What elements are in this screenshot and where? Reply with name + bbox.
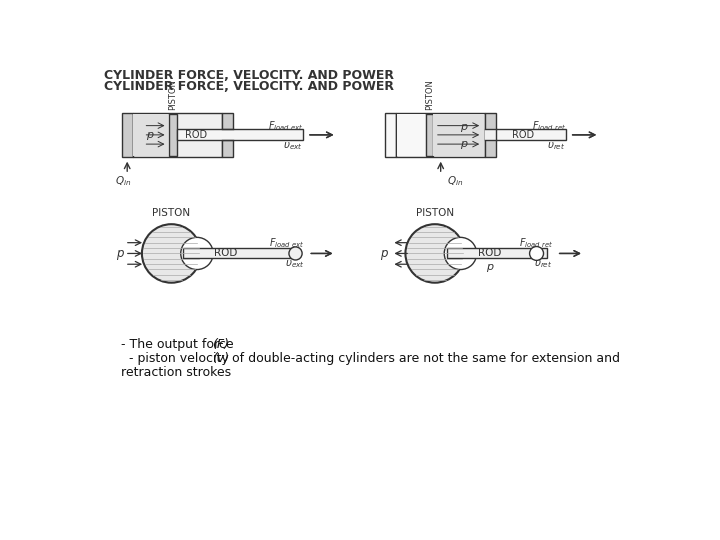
Circle shape — [405, 224, 464, 283]
Text: $\upsilon_{ret}$: $\upsilon_{ret}$ — [534, 258, 553, 270]
Text: $F_{load\ ext}$: $F_{load\ ext}$ — [268, 119, 303, 132]
Bar — [396, 112, 485, 157]
Text: CYLINDER FORCE, VELOCITY. AND POWER: CYLINDER FORCE, VELOCITY. AND POWER — [104, 70, 394, 83]
Circle shape — [444, 238, 477, 269]
Text: of double-acting cylinders are not the same for extension and: of double-acting cylinders are not the s… — [228, 352, 620, 365]
Bar — [222, 112, 233, 157]
Text: p: p — [117, 247, 124, 260]
Text: PISTON: PISTON — [153, 208, 190, 218]
Text: $Q_{in}$: $Q_{in}$ — [447, 174, 463, 188]
Bar — [132, 112, 222, 157]
Bar — [122, 112, 132, 157]
Text: ROD: ROD — [186, 130, 207, 140]
Text: ROD: ROD — [512, 130, 534, 140]
Circle shape — [289, 247, 302, 260]
Text: ROD: ROD — [477, 248, 501, 259]
Text: PISTON: PISTON — [416, 208, 454, 218]
Bar — [426, 114, 433, 156]
Text: p: p — [459, 122, 467, 132]
Circle shape — [142, 224, 201, 283]
Bar — [446, 248, 547, 259]
Circle shape — [530, 247, 544, 260]
Text: $F_{load\ ret}$: $F_{load\ ret}$ — [531, 119, 566, 132]
Bar — [496, 130, 566, 140]
Text: (F): (F) — [212, 338, 230, 351]
Bar — [177, 130, 303, 140]
Text: p: p — [146, 130, 153, 140]
Bar — [397, 114, 425, 156]
Text: PISTON: PISTON — [425, 79, 434, 110]
Text: p: p — [459, 139, 467, 149]
Bar — [183, 248, 295, 259]
Text: PISTON: PISTON — [168, 79, 177, 110]
Text: $\upsilon_{ext}$: $\upsilon_{ext}$ — [283, 140, 303, 152]
Text: $\upsilon_{ret}$: $\upsilon_{ret}$ — [547, 140, 566, 152]
Text: CYLINDER FORCE, VELOCITY. AND POWER: CYLINDER FORCE, VELOCITY. AND POWER — [104, 80, 394, 93]
Text: p: p — [486, 262, 493, 272]
Text: ROD: ROD — [214, 248, 238, 259]
Text: $F_{load\ ret}$: $F_{load\ ret}$ — [518, 237, 553, 251]
Bar — [169, 114, 177, 156]
Text: $F_{load\ ext}$: $F_{load\ ext}$ — [269, 237, 305, 251]
Text: (v): (v) — [212, 352, 229, 365]
Text: p: p — [380, 247, 387, 260]
Bar — [485, 112, 496, 157]
Bar — [133, 114, 168, 156]
Text: retraction strokes: retraction strokes — [121, 366, 231, 379]
Bar — [433, 114, 485, 156]
Bar — [485, 130, 496, 140]
Text: $\upsilon_{ext}$: $\upsilon_{ext}$ — [284, 258, 305, 270]
Bar — [222, 130, 233, 140]
Text: $Q_{in}$: $Q_{in}$ — [115, 174, 132, 188]
Bar — [385, 112, 396, 157]
Text: - The output force: - The output force — [121, 338, 238, 351]
Text: - piston velocity: - piston velocity — [121, 352, 233, 365]
Circle shape — [181, 238, 213, 269]
